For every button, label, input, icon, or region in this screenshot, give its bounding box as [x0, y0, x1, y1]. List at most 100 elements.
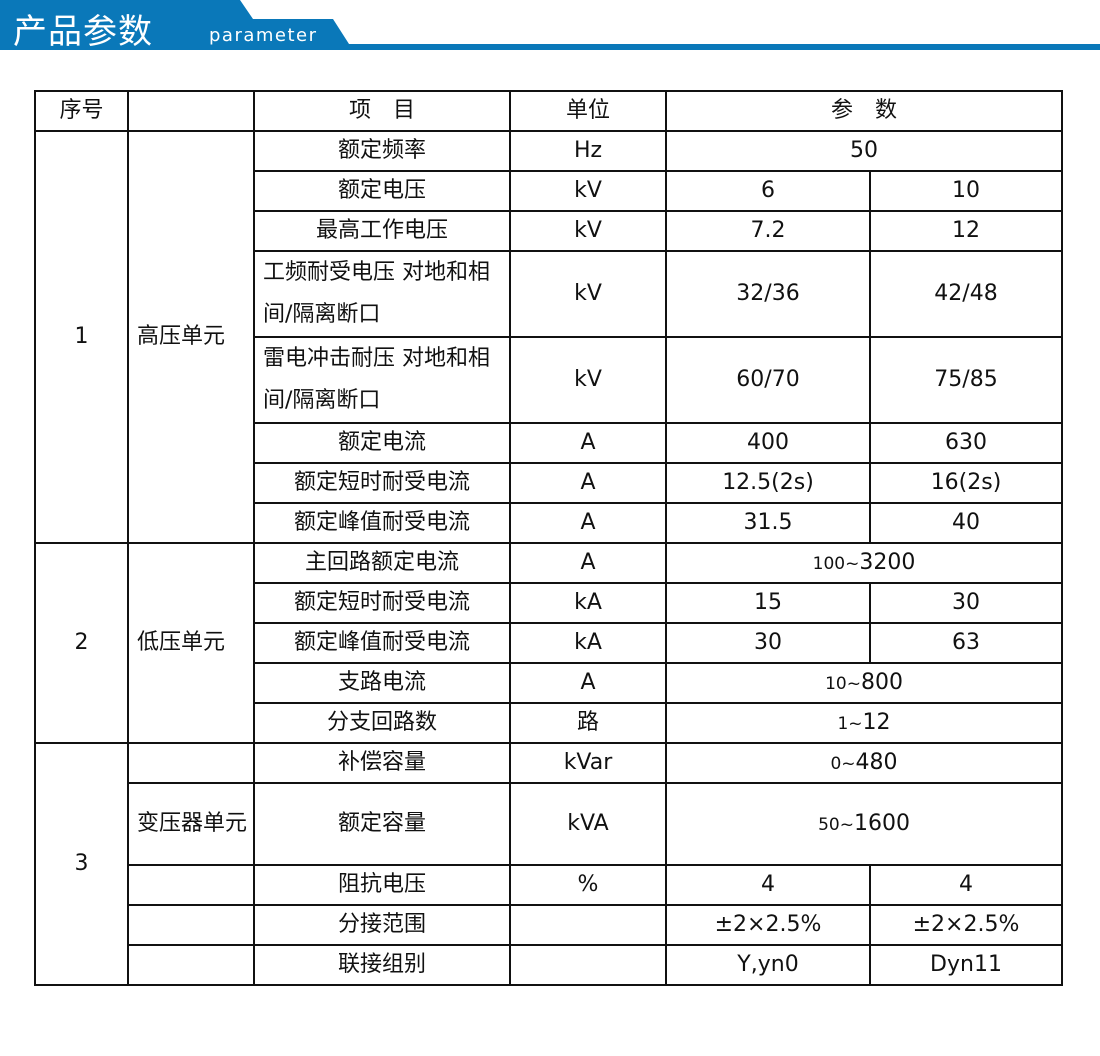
table-row: 额定峰值耐受电流 A 31.5 40: [35, 502, 1064, 544]
unit-cell: Hz: [509, 130, 667, 172]
unit-cell: A: [509, 462, 667, 504]
item-name: 最高工作电压: [253, 210, 511, 252]
value-1: ±2×2.5%: [665, 904, 871, 946]
value-2: 12: [868, 210, 1064, 252]
range-high: 12: [862, 709, 891, 735]
table-row: 额定短时耐受电流 A 12.5(2s) 16(2s): [35, 462, 1064, 504]
section-group: 变压器单元: [127, 782, 255, 866]
item-name: 额定频率: [253, 130, 511, 172]
value-1: 400: [665, 422, 871, 464]
header-no: 序号: [34, 90, 129, 132]
table-row: 3 补偿容量 kVar 0~480: [34, 742, 1064, 986]
value-2: Dyn11: [868, 944, 1064, 986]
range-sep: ~: [839, 814, 854, 835]
unit-cell: A: [509, 542, 667, 584]
item-name: 工频耐受电压 对地和相间/隔离断口: [253, 250, 511, 338]
table-row: 雷电冲击耐压 对地和相间/隔离断口 kV 60/70 75/85: [35, 336, 1064, 424]
table-row: 联接组别 Y,yn0 Dyn11: [35, 944, 1064, 986]
value-2: 40: [868, 502, 1064, 544]
item-name: 额定峰值耐受电流: [253, 622, 511, 664]
header-params: 参 数: [664, 90, 1064, 132]
banner-subtitle: parameter: [209, 25, 318, 46]
item-name: 雷电冲击耐压 对地和相间/隔离断口: [253, 336, 511, 424]
value-1: Y,yn0: [665, 944, 871, 986]
value-2: 30: [868, 582, 1064, 624]
table-header-row: 序号 项 目 单位 参 数: [34, 90, 1064, 132]
table-row: 额定电流 A 400 630: [35, 422, 1064, 464]
table-row: 最高工作电压 kV 7.2 12: [35, 210, 1064, 252]
empty-cell: [127, 904, 255, 946]
value-range: 0~480: [664, 742, 1064, 784]
item-name: 额定短时耐受电流: [253, 582, 511, 624]
range-low: 100: [812, 553, 846, 574]
value-1: 60/70: [665, 336, 871, 424]
unit-cell: kA: [509, 622, 667, 664]
value-1: 12.5(2s): [665, 462, 871, 504]
section-number: 3: [34, 742, 129, 986]
item-name: 支路电流: [253, 662, 511, 704]
table-row: 分支回路数路 1~12: [35, 702, 1064, 744]
value-2: 42/48: [868, 250, 1064, 338]
value-range: 10~800: [664, 662, 1064, 704]
parameter-table: 序号 项 目 单位 参 数 1 高压单元 额定频率 Hz 50 额定电压 kV 6 10 最高工作…: [34, 90, 1064, 986]
table-row: 分接范围 ±2×2.5% ±2×2.5%: [35, 904, 1064, 946]
value-1: 30: [665, 622, 871, 664]
banner-title: 产品参数: [13, 12, 153, 52]
value-1: 7.2: [665, 210, 871, 252]
table-row: 工频耐受电压 对地和相间/隔离断口 kV 32/36 42/48: [35, 250, 1064, 338]
table-row: 1 高压单元 额定频率 Hz 50: [34, 130, 1064, 544]
item-name: 阻抗电压: [253, 864, 511, 906]
value-2: 16(2s): [868, 462, 1064, 504]
range-high: 1600: [853, 810, 910, 836]
unit-cell: [509, 944, 667, 986]
unit-cell: kVA: [509, 782, 667, 866]
range-high: 3200: [859, 549, 916, 575]
header-unit: 单位: [509, 90, 667, 132]
unit-cell: kV: [509, 250, 667, 338]
unit-cell: kA: [509, 582, 667, 624]
value-2: 4: [868, 864, 1064, 906]
section-group: 低压单元: [127, 542, 255, 744]
table-row: 变压器单元 额定容量 kVA 50~1600: [35, 782, 1064, 866]
item-name: 分支回路数: [253, 702, 511, 744]
empty-cell: [127, 864, 255, 906]
value-1: 31.5: [665, 502, 871, 544]
range-high: 800: [860, 669, 903, 695]
value-range: 50~1600: [664, 782, 1064, 866]
unit-cell: A: [509, 662, 667, 704]
value-2: 75/85: [868, 336, 1064, 424]
empty-cell: [127, 944, 255, 986]
unit-cell: A: [509, 422, 667, 464]
value-2: ±2×2.5%: [868, 904, 1064, 946]
table-row: 2 低压单元 主回路额定电流 A 100~3200: [34, 542, 1064, 744]
range-sep: ~: [846, 673, 861, 694]
unit-cell: kV: [509, 170, 667, 212]
table-row: 额定短时耐受电流 kA 15 30: [35, 582, 1064, 624]
unit-cell: 路: [509, 702, 667, 744]
unit-cell: %: [509, 864, 667, 906]
value-2: 10: [868, 170, 1064, 212]
item-name: 额定电流: [253, 422, 511, 464]
value-range: 1~12: [664, 702, 1064, 744]
value-merged: 50: [664, 130, 1064, 172]
item-name: 补偿容量: [253, 742, 511, 784]
range-low: 0: [830, 753, 842, 774]
item-name: 额定容量: [253, 782, 511, 866]
unit-cell: A: [509, 502, 667, 544]
header-item: 项 目: [253, 90, 511, 132]
item-name: 主回路额定电流: [253, 542, 511, 584]
table-row: 支路电流 A 10~800: [35, 662, 1064, 704]
range-low: 10: [825, 673, 847, 694]
range-sep: ~: [841, 753, 856, 774]
value-2: 630: [868, 422, 1064, 464]
unit-cell: kV: [509, 210, 667, 252]
table-row: 额定峰值耐受电流 kA 30 63: [35, 622, 1064, 664]
table-row: 额定电压 kV 6 10: [35, 170, 1064, 212]
range-low: 50: [818, 814, 840, 835]
item-name: 联接组别: [253, 944, 511, 986]
item-name: 额定电压: [253, 170, 511, 212]
section-number: 2: [34, 542, 129, 744]
item-name: 额定峰值耐受电流: [253, 502, 511, 544]
table-row: 阻抗电压% 4 4: [35, 864, 1064, 906]
value-2: 63: [868, 622, 1064, 664]
